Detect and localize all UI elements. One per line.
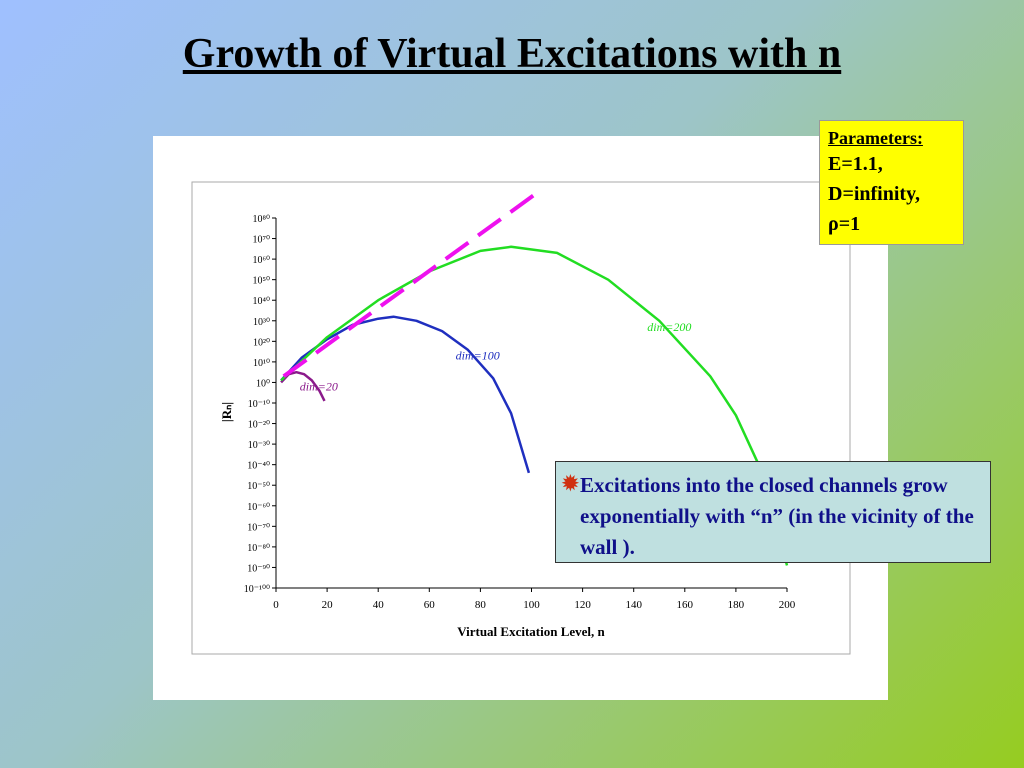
y-tick-label: 10²⁰ xyxy=(253,337,270,348)
y-tick-label: 10³⁰ xyxy=(253,317,270,328)
y-tick-label: 10⁻⁵⁰ xyxy=(247,481,270,492)
slide-title: Growth of Virtual Excitations with n xyxy=(182,31,842,77)
y-tick-label: 10⁻⁸⁰ xyxy=(247,543,270,554)
y-tick-label: 10⁴⁰ xyxy=(253,296,271,307)
y-tick-label: 10⁻⁹⁰ xyxy=(247,563,270,574)
y-tick-label: 10⁶⁰ xyxy=(253,255,271,266)
y-tick-label: 10⁻¹⁰⁰ xyxy=(244,584,270,595)
y-tick-label: 10⁰ xyxy=(256,378,270,389)
plot-frame xyxy=(191,181,851,655)
series-label: dim=200 xyxy=(647,320,691,334)
parameter: D=infinity, xyxy=(828,183,920,205)
x-tick-label: 200 xyxy=(779,599,796,611)
x-tick-label: 160 xyxy=(677,599,694,611)
x-tick-label: 180 xyxy=(728,599,745,611)
parameter: E=1.1, xyxy=(828,153,883,175)
x-tick-label: 20 xyxy=(322,599,334,611)
series-line xyxy=(280,245,789,566)
y-tick-label: 10⁻³⁰ xyxy=(248,440,270,451)
x-tick-label: 60 xyxy=(424,599,436,611)
y-tick-label: 10¹⁰ xyxy=(253,358,270,369)
series-label: dim=20 xyxy=(300,379,338,393)
series-label: dim=100 xyxy=(456,349,500,363)
y-tick-label: 10⁻⁶⁰ xyxy=(247,502,270,513)
x-axis-label: Virtual Excitation Level, n xyxy=(457,624,605,639)
x-tick-label: 120 xyxy=(574,599,591,611)
x-tick-label: 0 xyxy=(273,599,279,611)
y-tick-label: 10⁵⁰ xyxy=(253,276,271,287)
x-tick-label: 100 xyxy=(523,599,540,611)
y-tick-label: 10⁷⁰ xyxy=(253,235,271,246)
parameter: ρ=1 xyxy=(828,213,861,235)
y-tick-label: 10⁻²⁰ xyxy=(248,420,270,431)
y-tick-label: 10⁻⁷⁰ xyxy=(247,522,270,533)
y-tick-label: 10⁻⁴⁰ xyxy=(247,461,270,472)
y-tick-label: 10⁸⁰ xyxy=(253,214,271,225)
parameters-box: Parameters: E=1.1, D=infinity, ρ=1 xyxy=(819,120,964,245)
x-tick-label: 40 xyxy=(373,599,385,611)
callout: Excitations into the closed channels gro… xyxy=(555,461,991,563)
x-tick-label: 80 xyxy=(475,599,487,611)
y-axis-label: |Rₙ| xyxy=(219,402,234,422)
y-tick-label: 10⁻¹⁰ xyxy=(248,399,270,410)
x-tick-label: 140 xyxy=(625,599,642,611)
parameters-heading: Parameters: xyxy=(828,128,923,148)
series-line xyxy=(282,189,541,378)
